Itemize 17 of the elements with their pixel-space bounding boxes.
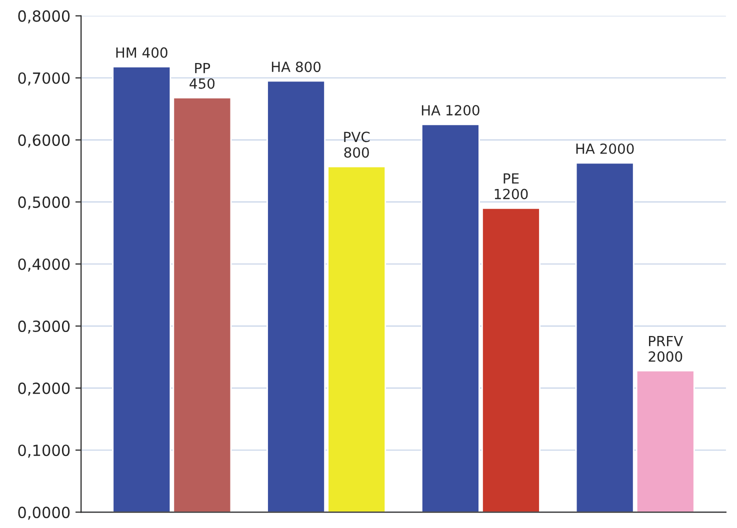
x-tick-label: HA 2000 [576, 143, 634, 154]
y-tick-label: 0,2000 [18, 382, 70, 396]
x-tick-label: HA 1200 [422, 105, 480, 116]
x-tick-label: PP 450 [190, 62, 215, 89]
y-tick-label: 0,8000 [18, 10, 70, 24]
y-tick-label: 0,6000 [18, 134, 70, 148]
y-tick-label: 0,3000 [18, 320, 70, 334]
x-tick-label: PRFV 2000 [648, 336, 684, 362]
y-tick-label: 0,7000 [18, 72, 70, 86]
y-tick-label: 0,0000 [18, 506, 70, 520]
y-tick-label: 0,5000 [18, 196, 70, 210]
x-tick-label: HA 800 [272, 62, 321, 72]
x-tick-label: HM 400 [116, 47, 168, 58]
x-tick-label: PE 1200 [494, 173, 528, 200]
x-tick-label: PVC 800 [344, 132, 370, 158]
y-tick-label: 0,4000 [18, 258, 70, 272]
y-tick-label: 0,1000 [18, 444, 70, 458]
